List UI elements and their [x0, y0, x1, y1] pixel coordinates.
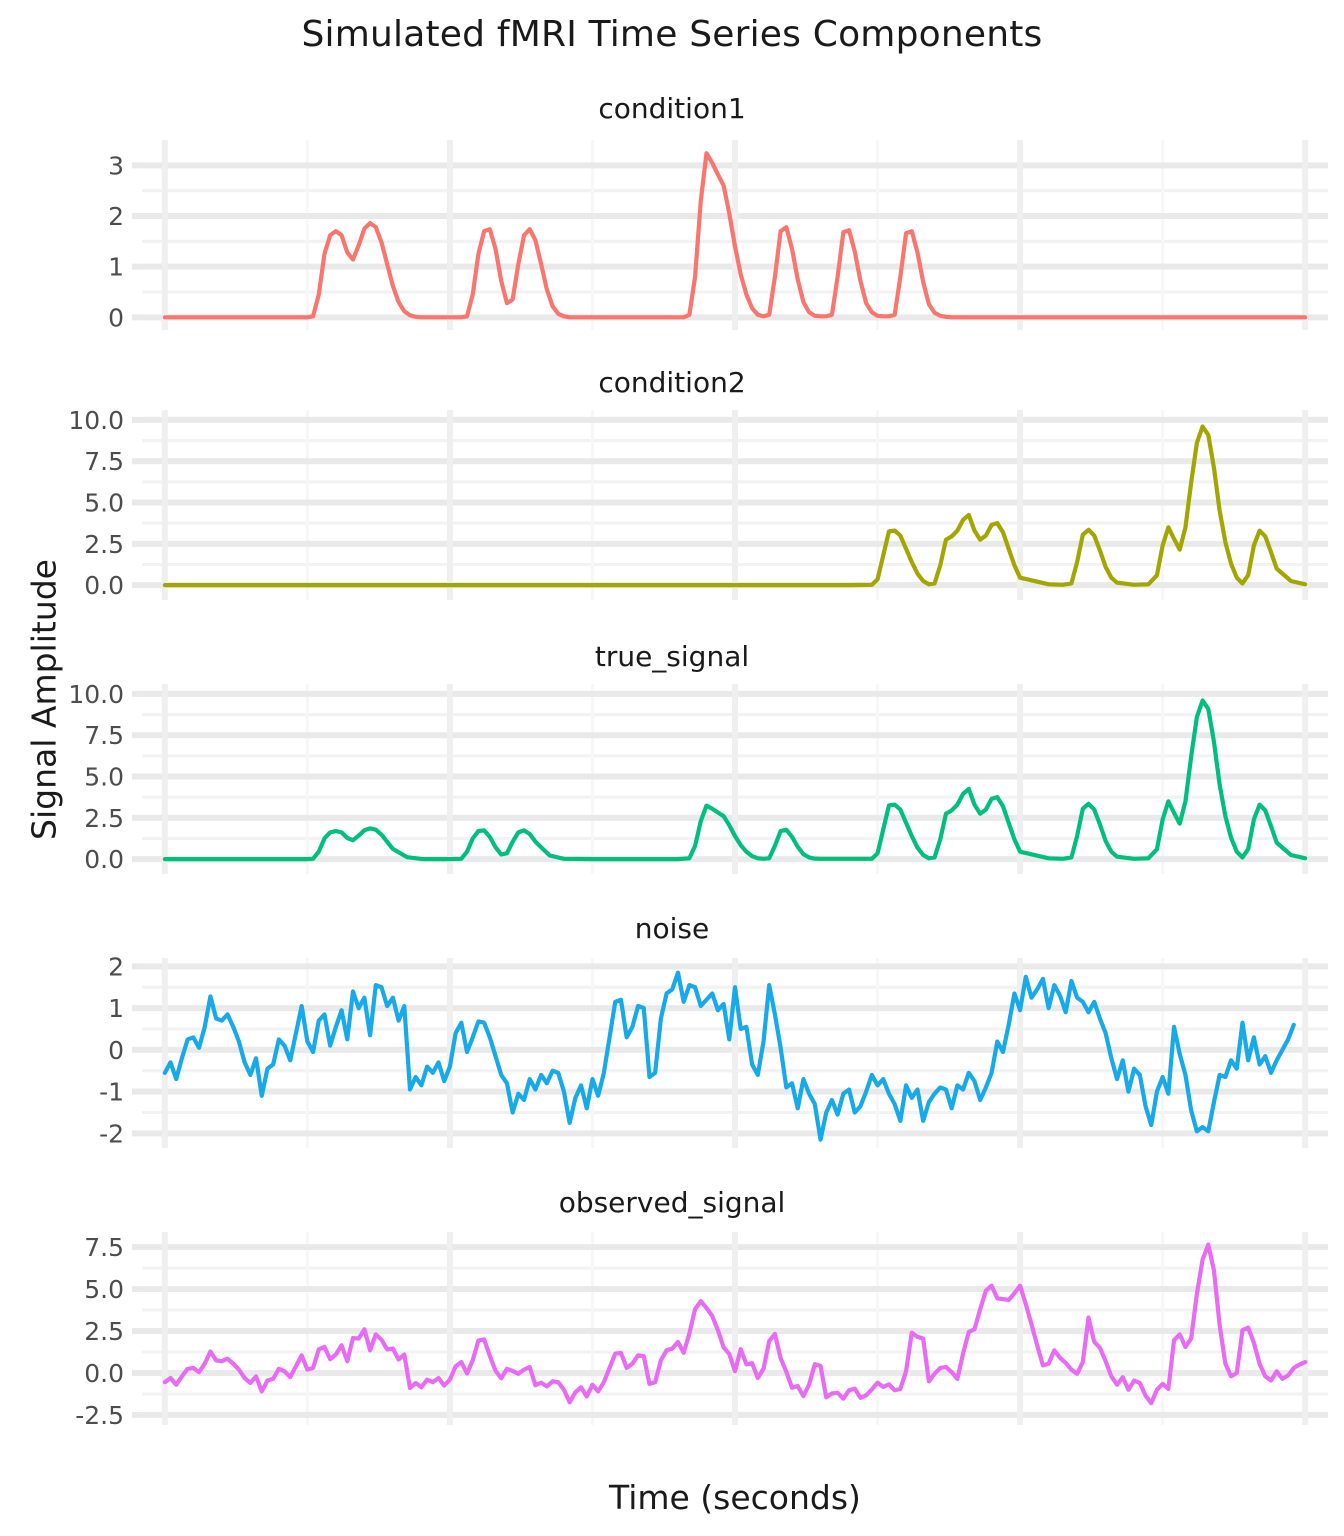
y-tick-label: 5.0 [84, 1275, 124, 1304]
y-tick-label: 7.5 [84, 447, 124, 476]
y-tick-label: 10.0 [68, 406, 124, 435]
x-axis-label: Time (seconds) [609, 1478, 861, 1517]
figure-title: Simulated fMRI Time Series Components [301, 14, 1043, 55]
panel-title-true-signal: true_signal [594, 640, 750, 673]
y-tick-label: 0.0 [84, 845, 124, 874]
y-tick-label: 3 [108, 151, 124, 180]
panel-title-condition2: condition2 [598, 366, 746, 399]
y-tick-label: 5.0 [84, 489, 124, 518]
y-tick-label: 2.5 [84, 1317, 124, 1346]
panel-condition2: condition2 0.0 2.5 5.0 7.5 10.0 [0, 366, 1344, 604]
y-tick-label: 10.0 [68, 680, 124, 709]
chart-condition2: 0.0 2.5 5.0 7.5 10.0 [68, 406, 1328, 600]
y-tick-label: 1 [108, 994, 124, 1023]
y-tick-label: -2.5 [75, 1401, 124, 1429]
series-line-condition1 [162, 151, 1308, 320]
y-tick-label: 2.5 [84, 530, 124, 559]
series-line-noise [162, 970, 1296, 1142]
y-tick-label: 2 [108, 202, 124, 231]
panel-title-condition1: condition1 [598, 92, 746, 125]
y-tick-label: 0 [108, 1036, 124, 1065]
y-tick-label: 2 [108, 952, 124, 981]
series-line-observed_signal [162, 1242, 1308, 1406]
y-tick-label: 7.5 [84, 1233, 124, 1262]
y-tick-label: 1 [108, 253, 124, 282]
panel-observed-signal: observed_signal -2.50.02.55.07.501002003… [0, 1186, 1344, 1429]
y-tick-label: 7.5 [84, 721, 124, 750]
y-tick-label: 0.0 [84, 1359, 124, 1388]
panel-title-noise: noise [634, 912, 710, 945]
y-tick-label: -1 [99, 1078, 124, 1107]
chart-observed_signal: -2.50.02.55.07.50100200300400 [75, 1232, 1328, 1429]
y-tick-label: -2 [99, 1119, 124, 1148]
y-tick-label: 2.5 [84, 804, 124, 833]
panel-true-signal: true_signal 0.0 2.5 5.0 7.5 10.0 [0, 640, 1344, 878]
series-line-true_signal [162, 698, 1308, 862]
y-tick-label: 0 [108, 303, 124, 332]
chart-true_signal: 0.0 2.5 5.0 7.5 10.0 [68, 680, 1328, 874]
chart-condition1: 0 1 2 3 [108, 140, 1328, 332]
panel-condition1: condition1 0 1 2 3 [0, 92, 1344, 334]
chart-noise: -2 -1 0 1 2 [99, 952, 1328, 1148]
panel-noise: noise -2 -1 0 1 2 [0, 912, 1344, 1152]
series-line-condition2 [162, 424, 1308, 588]
y-tick-label: 5.0 [84, 763, 124, 792]
y-tick-label: 0.0 [84, 571, 124, 600]
panel-title-observed-signal: observed_signal [558, 1186, 786, 1219]
